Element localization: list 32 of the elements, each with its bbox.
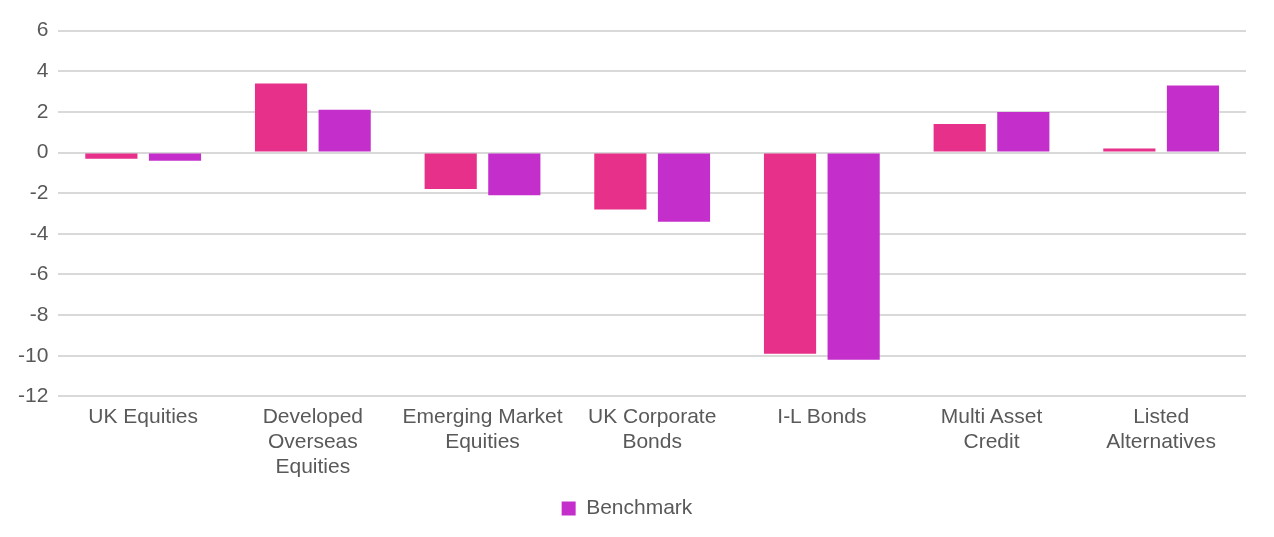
bar [424,153,477,190]
bar [318,109,371,152]
bar [254,83,308,152]
bar [85,153,138,159]
bar [763,153,817,354]
bar [1103,148,1156,152]
bar [148,153,202,161]
y-tick-label: -12 [17,383,49,407]
x-tick-label: I-L Bonds [777,403,867,427]
x-tick-label: UK Corporate Bonds [587,403,717,452]
bar [488,153,541,196]
bar [657,153,711,222]
y-tick-label: -2 [29,179,49,203]
y-tick-label: 4 [36,58,49,82]
y-tick-label: 6 [36,17,49,41]
bar [997,111,1050,152]
x-tick-label: Multi Asset Credit [940,403,1043,452]
bar [827,153,880,360]
bar [933,124,986,152]
y-tick-label: -4 [29,220,49,244]
x-tick-label: Developed Overseas Equities [262,403,364,478]
x-tick-label: Emerging Market Equities [402,403,563,452]
x-tick-label: UK Equities [88,403,199,427]
bar [1166,85,1220,152]
y-tick-label: -8 [29,301,49,325]
y-tick-label: -10 [17,342,49,366]
y-tick-label: -6 [29,261,49,285]
x-tick-label: Listed Alternatives [1106,403,1217,452]
bar [594,153,647,210]
y-tick-label: 2 [36,98,49,122]
y-tick-label: 0 [36,139,49,163]
legend-label: Benchmark [586,495,693,519]
